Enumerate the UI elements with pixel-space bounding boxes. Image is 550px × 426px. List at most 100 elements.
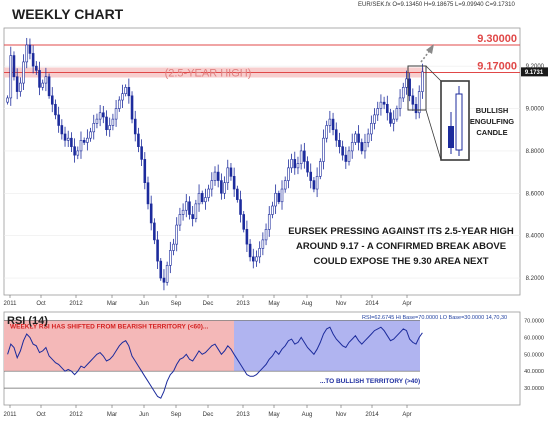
candle-body: [153, 222, 156, 241]
candle-body: [386, 103, 389, 114]
candle-body: [200, 192, 204, 203]
candle-body: [296, 163, 300, 169]
candle-body: [283, 180, 287, 190]
time-tick-label: Nov: [336, 301, 347, 307]
ohlc-readout: EUR/SEK.fx O=9.13450 H=9.18675 L=9.09940…: [358, 2, 515, 8]
candle-body: [401, 87, 405, 99]
candle-body: [360, 142, 364, 152]
price-tick-label: 8.6000: [526, 191, 545, 197]
high-band-label: (2.5-YEAR HIGH): [165, 68, 252, 80]
candle-body: [414, 103, 418, 114]
candle-body: [322, 137, 325, 162]
rsi-time-tick-label: 2013: [236, 412, 250, 418]
rsi-time-tick-label: Dec: [203, 412, 214, 418]
candle-body: [98, 112, 102, 120]
candle-body: [79, 140, 83, 152]
time-tick-label: Jun: [139, 301, 149, 307]
rsi-levels: [4, 320, 420, 389]
time-tick-label: 2011: [4, 301, 18, 307]
candlestick-series: [6, 37, 424, 291]
candle-body: [210, 180, 214, 190]
time-tick-label: Aug: [302, 301, 313, 307]
candle-body: [6, 97, 9, 103]
time-tick-label: 2012: [69, 301, 83, 307]
candle-body: [290, 159, 293, 169]
candle-body: [70, 137, 73, 147]
rsi-time-tick-label: Jun: [139, 412, 149, 418]
candle-body: [382, 101, 386, 105]
candle-body: [169, 250, 172, 266]
candle-body: [140, 146, 143, 160]
rsi-axis: 70.0000 60.0000 50.0000 40.0000 30.0000: [524, 318, 544, 392]
callout-connector-top: [425, 65, 442, 82]
candle-body: [293, 159, 297, 169]
candle-body: [86, 137, 89, 143]
candle-body: [350, 142, 354, 152]
candle-body: [319, 161, 322, 177]
candle-body: [25, 44, 29, 63]
candle-body: [261, 239, 265, 249]
candle-body: [22, 61, 25, 84]
candle-body: [331, 118, 335, 131]
candle-body: [408, 78, 411, 97]
candle-body: [373, 114, 376, 124]
candle-body: [258, 248, 261, 258]
rsi-time-tick-label: 2014: [365, 412, 379, 418]
candle-body: [274, 192, 277, 207]
callout-line: CANDLE: [476, 128, 507, 137]
rsi-time-tick-label: Sep: [171, 412, 182, 418]
candle-body: [127, 87, 131, 97]
rsi-tick-label: 30.0000: [524, 386, 544, 392]
price-tick-label: 8.8000: [526, 149, 545, 155]
time-tick-label: May: [268, 301, 279, 307]
candle-body: [232, 176, 236, 190]
candle-body: [248, 243, 252, 258]
rsi-time-tick-label: Mar: [107, 412, 117, 418]
candle-body: [191, 214, 194, 220]
candle-body: [108, 125, 111, 131]
candle-body: [309, 171, 313, 181]
candle-body: [204, 197, 207, 203]
candle-body: [38, 70, 41, 88]
bullish-zone: [234, 320, 420, 372]
candle-body: [366, 133, 370, 143]
callout-line: ENGULFING: [470, 117, 514, 126]
breakout-arrow: [420, 44, 434, 63]
candle-body: [379, 101, 383, 109]
candle-body: [338, 140, 341, 147]
candle-body: [19, 82, 22, 92]
engulfing-candles: [448, 86, 463, 156]
candle-body: [159, 260, 163, 279]
candle-body: [114, 108, 118, 120]
price-tick-label: 9.2000: [526, 64, 545, 70]
candle-body: [63, 133, 67, 141]
candle-body: [44, 76, 48, 84]
bearish-zone-label: WEEKLY RSI HAS SHIFTED FROM BEARISH TERR…: [10, 323, 209, 330]
candle-body: [264, 229, 268, 241]
candle-body: [223, 182, 226, 194]
rsi-time-tick-label: Oct: [36, 412, 46, 418]
candle-body: [41, 82, 44, 88]
time-tick-label: 2014: [365, 301, 379, 307]
rsi-tick-label: 70.0000: [524, 318, 544, 324]
candle-body: [178, 214, 182, 226]
price-tick-label: 9.0000: [526, 107, 545, 113]
rsi-tick-label: 40.0000: [524, 369, 544, 375]
candle-body: [28, 44, 32, 54]
candle-body: [306, 161, 309, 173]
rsi-readout: RSI=62.6745 Hi Base=70.0000 LO Base=30.0…: [362, 315, 508, 321]
candle-body: [105, 116, 108, 131]
price-gridlines: [4, 65, 520, 279]
candle-body: [165, 265, 169, 283]
candle-body: [312, 180, 316, 190]
candle-body: [229, 167, 233, 177]
rsi-time-tick-label: Nov: [336, 412, 347, 418]
candle-body: [395, 108, 399, 120]
candle-body: [9, 55, 13, 99]
candle-body: [226, 167, 230, 183]
candle-body: [255, 256, 258, 262]
candle-body: [392, 118, 395, 124]
candle-body: [334, 129, 338, 141]
candle-body: [130, 95, 134, 120]
